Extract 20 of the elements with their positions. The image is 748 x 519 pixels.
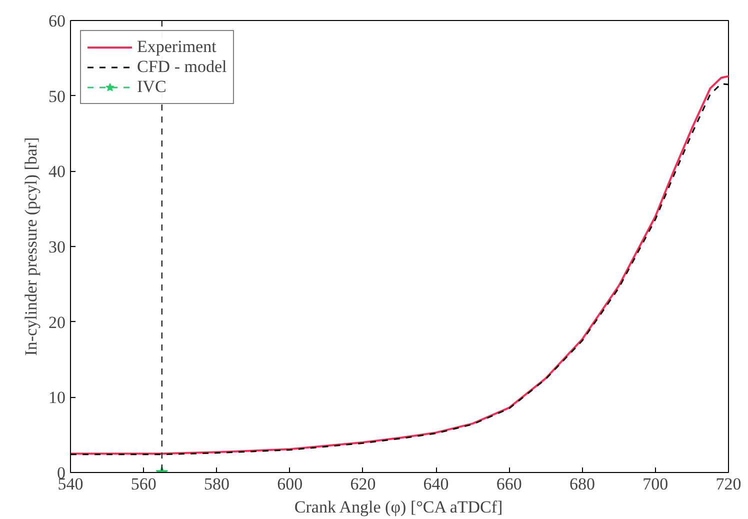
x-axis-title: Crank Angle (φ) [°CA aTDCf] — [294, 498, 503, 516]
y-tick-label: 20 — [48, 312, 66, 332]
y-tick-label: 60 — [48, 12, 66, 30]
x-tick-label: 720 — [716, 474, 742, 494]
y-tick-label: 40 — [48, 162, 66, 182]
y-tick-label: 30 — [48, 238, 66, 256]
legend-label: CFD - model — [137, 57, 227, 77]
y-tick-label: 50 — [48, 86, 66, 106]
x-tick-label: 620 — [350, 474, 376, 494]
x-tick-label: 660 — [496, 474, 522, 494]
legend-label: Experiment — [137, 37, 216, 57]
x-tick-label: 680 — [570, 474, 596, 494]
legend-label: IVC — [137, 77, 166, 97]
x-tick-label: 600 — [277, 474, 303, 494]
y-axis-title: In-cylinder pressure (pcyl) [bar] — [22, 137, 40, 356]
x-tick-label: 580 — [204, 474, 230, 494]
x-tick-label: 560 — [130, 474, 156, 494]
y-tick-label: 10 — [48, 388, 66, 408]
x-tick-label: 640 — [423, 474, 449, 494]
x-tick-label: 700 — [642, 474, 668, 494]
